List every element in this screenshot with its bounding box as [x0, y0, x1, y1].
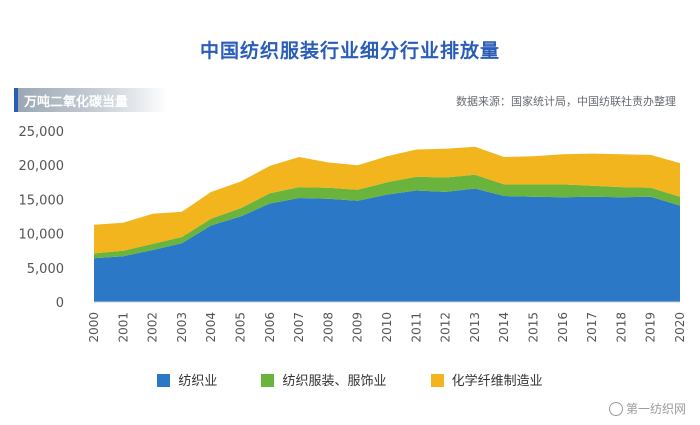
x-tick-label: 2015 — [527, 312, 541, 343]
y-tick-label: 10,000 — [19, 228, 65, 243]
legend-label-textile: 纺织业 — [178, 374, 218, 389]
data-source: 数据来源：国家统计局，中国纺联社责办整理 — [456, 95, 676, 108]
y-tick-label: 0 — [56, 296, 64, 311]
y-axis: 0 5,000 10,000 15,000 20,000 25,000 — [19, 125, 65, 311]
x-axis: 2000 2001 2002 2003 2004 2005 2006 2007 2008 2009… — [87, 301, 687, 343]
legend-item-fiber: 化学纤维制造业 — [430, 370, 543, 389]
x-tick-label: 2000 — [87, 312, 101, 343]
legend-swatch-textile — [157, 374, 171, 387]
x-tick-label: 2005 — [234, 312, 248, 343]
x-tick-label: 2019 — [644, 312, 658, 343]
x-tick-label: 2002 — [146, 312, 160, 343]
legend-label-fiber: 化学纤维制造业 — [451, 374, 543, 389]
x-tick-label: 2003 — [175, 312, 189, 343]
unit-label-banner: 万吨二氧化碳当量 — [14, 88, 168, 112]
x-tick-label: 2004 — [204, 312, 218, 343]
legend: 纺织业 纺织服装、服饰业 化学纤维制造业 — [0, 370, 700, 389]
x-tick-label: 2012 — [439, 312, 453, 343]
weibo-icon — [608, 402, 623, 416]
x-tick-label: 2016 — [556, 312, 570, 343]
legend-swatch-apparel — [261, 374, 275, 387]
x-tick-label: 2008 — [321, 312, 335, 343]
x-tick-label: 2014 — [497, 312, 511, 343]
y-tick-label: 5,000 — [27, 262, 64, 277]
x-tick-label: 2018 — [614, 312, 628, 343]
watermark: 第一纺织网 — [608, 400, 686, 417]
y-tick-label: 15,000 — [19, 193, 65, 208]
area-series-0 — [94, 188, 680, 302]
x-tick-label: 2009 — [351, 312, 365, 343]
legend-label-apparel: 纺织服装、服饰业 — [282, 374, 387, 389]
x-tick-label: 2001 — [116, 312, 130, 343]
y-tick-label: 20,000 — [19, 159, 65, 174]
area-layer — [94, 146, 680, 302]
legend-swatch-fiber — [430, 374, 444, 387]
unit-label: 万吨二氧化碳当量 — [24, 95, 129, 110]
y-tick-label: 25,000 — [19, 125, 65, 140]
area-series-1 — [94, 174, 680, 259]
x-tick-label: 2006 — [263, 312, 277, 343]
x-tick-label: 2010 — [380, 312, 394, 343]
x-tick-label: 2017 — [585, 312, 599, 343]
chart-title: 中国纺织服装行业细分行业排放量 — [199, 40, 500, 62]
area-series-2 — [94, 146, 680, 254]
legend-item-textile: 纺织业 — [157, 370, 217, 389]
legend-item-apparel: 纺织服装、服饰业 — [261, 370, 387, 389]
x-tick-label: 2020 — [673, 312, 687, 343]
x-tick-label: 2013 — [468, 312, 482, 343]
watermark-text: 第一纺织网 — [625, 402, 686, 416]
x-tick-label: 2011 — [409, 312, 423, 343]
x-tick-label: 2007 — [292, 312, 306, 343]
